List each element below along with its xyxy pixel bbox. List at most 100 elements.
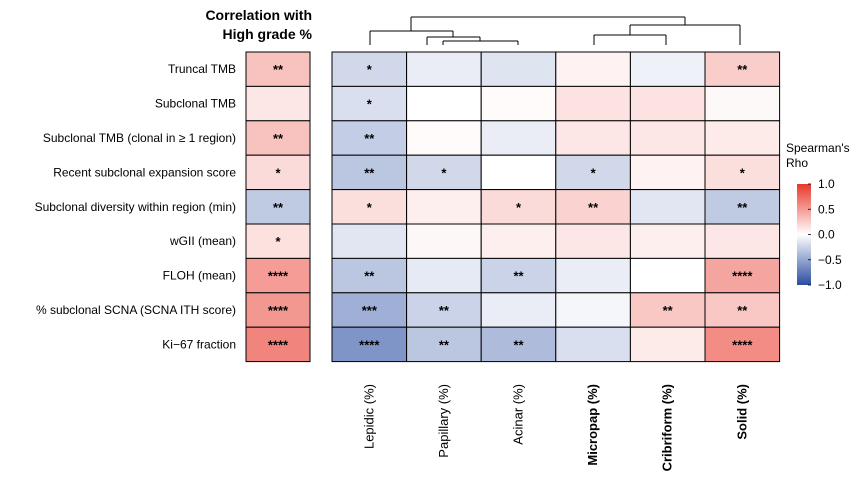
high-grade-cell [245,257,311,294]
row-label: Subclonal TMB [155,97,236,111]
legend-colorbar [797,184,811,285]
heatmap-cell [480,326,557,363]
heatmap-cell [555,326,631,363]
legend-tick-label: −1.0 [818,278,842,292]
heatmap-cell [406,154,482,191]
heatmap-cell [555,85,631,122]
column-label: Micropap (%) [585,384,600,466]
heatmap-cell [406,85,482,122]
heatmap-cell [555,223,631,259]
significance-label: * [367,62,373,77]
column-label: Papillary (%) [436,384,451,458]
column-label: Solid (%) [734,384,749,440]
heatmap-cell [555,189,631,225]
heatmap-cell [406,189,482,225]
row-label: Recent subclonal expansion score [53,165,236,179]
significance-label: **** [268,269,289,284]
heatmap-cell [480,51,557,87]
significance-label: * [275,165,281,180]
heatmap-cell [331,154,408,191]
heatmap-cell [704,85,781,122]
column-dendrogram [369,16,741,45]
heatmap-cell [480,223,557,259]
heatmap-cell [331,223,408,259]
significance-label: ** [364,269,375,284]
dendrogram-branch [593,34,667,45]
significance-label: * [591,165,597,180]
row-label: Truncal TMB [168,62,236,76]
row-label: Ki−67 fraction [162,337,236,351]
heatmap-cell [331,292,408,328]
heatmap-cell [480,257,557,294]
heatmap-cell [704,326,781,363]
heatmap-cell [480,120,557,156]
significance-label: ** [513,337,524,352]
significance-label: ** [273,131,284,146]
high-grade-cell [245,326,311,363]
heatmap-cell [406,257,482,294]
significance-label: ** [663,303,674,318]
significance-label: **** [732,337,753,352]
heatmap-cell [555,292,631,328]
significance-label: *** [362,303,378,318]
high-grade-cell [245,120,311,156]
heatmap-cell [629,292,706,328]
heatmap-cell [704,120,781,156]
heatmap-cell [555,120,631,156]
significance-label: **** [359,337,380,352]
high-grade-cell [245,292,311,328]
heatmap-cell [406,292,482,328]
legend-title-line-2: Rho [786,156,808,170]
significance-label: ** [513,269,524,284]
heatmap-cell [555,257,631,294]
heatmap-cell [406,223,482,259]
high-grade-cell [245,189,311,225]
column-label: Lepidic (%) [361,384,376,449]
significance-label: ** [737,303,748,318]
heatmap-cell [331,189,408,225]
significance-label: ** [737,62,748,77]
significance-label: ** [273,62,284,77]
dendrogram-branch [410,16,686,31]
left-title-line-1: Correlation with [205,7,312,23]
heatmap-cell [704,51,781,87]
heatmap-cell [480,154,557,191]
heatmap-cell [480,189,557,225]
row-label: Subclonal diversity within region (min) [35,200,236,214]
heatmap-cell [555,51,631,87]
high-grade-cell [245,154,311,191]
heatmap-cell [406,120,482,156]
heatmap-cell [331,326,408,363]
significance-label: **** [732,269,753,284]
heatmap-cell [331,120,408,156]
heatmap-cell [629,257,706,294]
row-label: % subclonal SCNA (SCNA ITH score) [36,303,236,317]
heatmap-cell [629,120,706,156]
heatmap-cell [629,85,706,122]
row-label: Subclonal TMB (clonal in ≥ 1 region) [43,131,236,145]
legend-tick-label: 0.0 [818,228,835,242]
column-label: Acinar (%) [511,384,526,445]
left-title-line-2: High grade % [223,26,313,42]
heatmap-cell [704,223,781,259]
heatmap-cell [331,85,408,122]
legend-tick-label: 0.5 [818,202,835,216]
heatmap-cell [406,51,482,87]
heatmap-cell [704,154,781,191]
row-label: wGII (mean) [169,234,236,248]
heatmap-cell [704,189,781,225]
significance-label: * [441,165,447,180]
heatmap-cell [629,223,706,259]
significance-label: **** [268,303,289,318]
heatmap-cell [629,326,706,363]
row-label: FLOH (mean) [163,269,236,283]
significance-label: * [367,97,373,112]
legend-tick-label: −0.5 [818,253,842,267]
column-label: Cribriform (%) [660,384,675,471]
significance-label: ** [439,303,450,318]
significance-label: * [367,200,373,215]
heatmap-cell [629,189,706,225]
significance-label: ** [737,200,748,215]
significance-label: * [275,234,281,249]
significance-label: * [740,165,746,180]
